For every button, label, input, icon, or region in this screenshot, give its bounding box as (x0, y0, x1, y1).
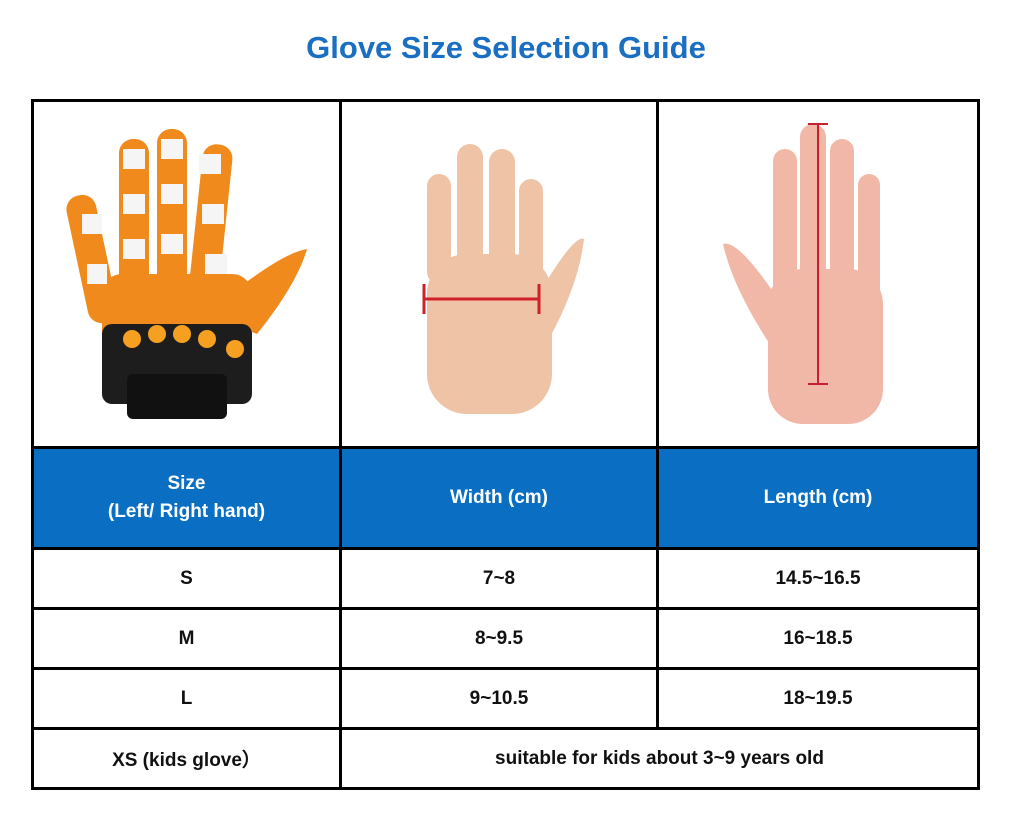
width-cell: 9~10.5 (339, 667, 659, 730)
page-title: Glove Size Selection Guide (306, 30, 706, 65)
kids-size-cell: XS (kids glove） (31, 727, 342, 790)
size-cell: S (31, 547, 342, 610)
size-cell: L (31, 667, 342, 730)
table-row: L 9~10.5 18~19.5 (31, 667, 980, 730)
length-measure-image-cell (656, 99, 980, 449)
hand-width-image (422, 144, 584, 414)
width-cell: 7~8 (339, 547, 659, 610)
hand-length-image (723, 123, 883, 424)
table-row: M 8~9.5 16~18.5 (31, 607, 980, 670)
header-row: Size (Left/ Right hand) Width (cm) Length… (31, 446, 980, 550)
table-row: S 7~8 14.5~16.5 (31, 547, 980, 610)
width-header: Width (cm) (339, 446, 659, 550)
length-header: Length (cm) (656, 446, 980, 550)
width-cell: 8~9.5 (339, 607, 659, 670)
length-cell: 16~18.5 (656, 607, 980, 670)
kids-note-cell: suitable for kids about 3~9 years old (339, 727, 980, 790)
image-row (31, 99, 980, 449)
size-header-line1: Size (167, 473, 206, 494)
size-table: Size (Left/ Right hand) Width (cm) Length… (31, 99, 980, 790)
length-cell: 18~19.5 (656, 667, 980, 730)
length-cell: 14.5~16.5 (656, 547, 980, 610)
width-measure-image-cell (339, 99, 659, 449)
size-header-line2: (Left/ Right hand) (107, 501, 266, 522)
kids-row: XS (kids glove） suitable for kids about … (31, 727, 980, 790)
size-header: Size (Left/ Right hand) (31, 446, 342, 550)
glove-image (65, 129, 307, 419)
size-cell: M (31, 607, 342, 670)
glove-image-cell (31, 99, 342, 449)
